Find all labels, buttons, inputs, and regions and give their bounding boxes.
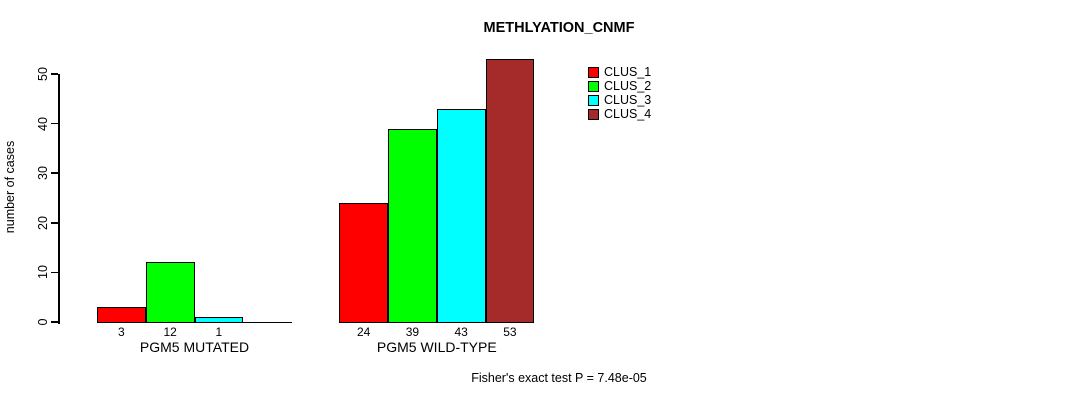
- legend-row-clus-1: CLUS_1: [588, 66, 651, 78]
- bar-value-label-clus-1-pgm5-mutated: 3: [118, 325, 125, 339]
- legend-row-clus-2: CLUS_2: [588, 80, 651, 92]
- bar-clus-3-pgm5-wild-type: [436, 108, 486, 323]
- bar-value-label-clus-1-pgm5-wild-type: 24: [356, 325, 371, 339]
- bar-clus-3-pgm5-mutated: [194, 317, 244, 323]
- legend-swatch-clus-3: [588, 94, 599, 106]
- y-axis-tick-label: 30: [36, 166, 50, 181]
- bar-value-label-clus-3-pgm5-wild-type: 43: [454, 325, 468, 339]
- y-axis-tick-label: 20: [36, 215, 50, 230]
- y-axis-tick: [51, 271, 58, 274]
- fisher-test-annotation: Fisher's exact test P = 7.48e-05: [471, 371, 647, 385]
- y-axis-tick: [51, 321, 58, 323]
- y-axis-tick: [51, 172, 58, 174]
- category-label-pgm5-wild-type: PGM5 WILD-TYPE: [376, 339, 497, 355]
- y-axis-tick: [51, 122, 58, 125]
- bar-clus-2-pgm5-wild-type: [388, 128, 437, 323]
- legend-swatch-clus-1: [588, 66, 599, 78]
- category-label-pgm5-mutated: PGM5 MUTATED: [139, 339, 250, 355]
- bar-clus-4-pgm5-wild-type: [485, 59, 535, 323]
- legend-label-clus-2: CLUS_2: [604, 78, 652, 93]
- legend-label-clus-3: CLUS_3: [604, 92, 652, 107]
- y-axis-tick: [51, 73, 58, 75]
- y-axis-tick-label: 0: [36, 318, 50, 326]
- bar-value-label-clus-4-pgm5-wild-type: 53: [503, 325, 517, 339]
- legend-swatch-clus-2: [588, 80, 599, 92]
- legend-label-clus-1: CLUS_1: [604, 64, 652, 79]
- y-axis-tick-label: 40: [36, 116, 50, 131]
- legend-row-clus-3: CLUS_3: [588, 94, 651, 106]
- y-axis-line: [58, 74, 60, 324]
- bar-clus-2-pgm5-mutated: [145, 262, 195, 323]
- y-axis-tick-label: 50: [36, 67, 50, 81]
- bar-clus-1-pgm5-wild-type: [339, 202, 389, 323]
- bar-value-label-clus-2-pgm5-wild-type: 39: [405, 325, 420, 339]
- bar-value-label-clus-2-pgm5-mutated: 12: [163, 325, 177, 339]
- bar-clus-1-pgm5-mutated: [97, 307, 146, 323]
- legend-label-clus-4: CLUS_4: [604, 106, 652, 121]
- chart-title: METHLYATION_CNMF: [483, 20, 635, 36]
- y-axis-title: number of cases: [3, 140, 17, 234]
- legend-row-clus-4: CLUS_4: [588, 108, 651, 120]
- y-axis-tick-label: 10: [36, 265, 50, 280]
- bar-value-label-clus-3-pgm5-mutated: 1: [215, 325, 223, 339]
- legend-swatch-clus-4: [588, 108, 599, 120]
- y-axis-tick: [51, 222, 58, 224]
